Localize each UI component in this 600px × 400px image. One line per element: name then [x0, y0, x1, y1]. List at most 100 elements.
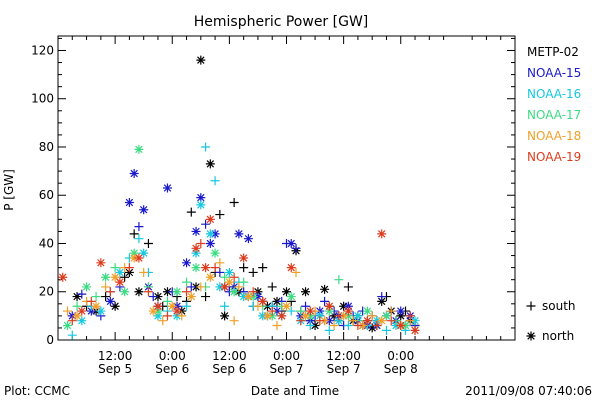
marker-south — [148, 292, 158, 302]
x-tick-date: Sep 7 — [327, 362, 361, 376]
marker-south — [334, 311, 344, 321]
marker-north — [282, 301, 291, 311]
legend-entry: NOAA-16 — [527, 87, 581, 101]
marker-south — [162, 311, 172, 321]
footer-right: 2011/09/08 07:40:06 — [465, 384, 592, 398]
marker-north — [82, 282, 92, 292]
marker-north — [324, 316, 334, 326]
x-tick-date: Sep 6 — [212, 362, 246, 376]
marker-south — [296, 316, 306, 326]
marker-south — [301, 301, 311, 311]
marker-north — [391, 321, 401, 331]
marker-north — [162, 287, 172, 297]
marker-north — [105, 296, 115, 306]
marker-north — [205, 238, 215, 248]
marker-south — [162, 296, 172, 306]
marker-north — [377, 316, 387, 326]
marker-south — [91, 292, 101, 302]
marker-north — [262, 311, 272, 321]
marker-north — [153, 292, 163, 302]
x-tick-time: 0:00 — [387, 349, 414, 363]
marker-south — [158, 316, 168, 326]
x-tick-time: 0:00 — [159, 349, 186, 363]
marker-north — [372, 316, 382, 326]
marker-north — [210, 229, 220, 239]
marker-north — [396, 311, 406, 321]
marker-south — [343, 321, 353, 331]
x-tick-date: Sep 8 — [384, 362, 418, 376]
marker-north — [377, 229, 387, 239]
y-tick-label: 80 — [39, 140, 54, 154]
marker-south — [101, 282, 111, 292]
marker-north — [86, 306, 96, 316]
marker-north — [305, 316, 315, 326]
marker-north — [196, 55, 206, 65]
marker-north — [153, 301, 163, 311]
marker-north — [239, 253, 249, 263]
marker-south — [215, 210, 225, 220]
marker-north — [339, 301, 349, 311]
marker-north — [343, 311, 353, 321]
marker-south — [367, 311, 377, 321]
marker-north — [191, 226, 201, 236]
marker-north — [315, 306, 325, 316]
marker-north — [324, 306, 334, 316]
marker-north — [115, 267, 125, 277]
marker-north — [343, 306, 353, 316]
marker-north — [253, 287, 263, 297]
marker-north — [139, 248, 149, 258]
marker-north — [286, 292, 296, 302]
marker-north — [91, 306, 101, 316]
marker-north — [134, 287, 144, 297]
marker-north — [362, 306, 372, 316]
marker-south — [239, 263, 249, 273]
marker-south — [315, 316, 325, 326]
marker-south — [182, 301, 192, 311]
marker-north — [96, 258, 106, 268]
marker-north — [63, 321, 73, 331]
marker-north — [267, 311, 277, 321]
marker-north — [58, 272, 68, 282]
marker-south — [86, 296, 96, 306]
marker-north — [134, 144, 144, 154]
marker-north — [396, 321, 406, 331]
marker-north — [234, 229, 244, 239]
marker-south — [143, 287, 153, 297]
marker-north — [205, 272, 215, 282]
marker-south — [329, 321, 339, 331]
marker-north — [396, 306, 406, 316]
series-noaa-15 — [67, 169, 420, 331]
marker-north — [301, 287, 311, 297]
marker-north — [162, 183, 172, 193]
legend-entry: NOAA-15 — [527, 66, 581, 80]
marker-south — [239, 277, 249, 287]
marker-north — [229, 282, 239, 292]
marker-south — [267, 282, 277, 292]
marker-south — [348, 316, 358, 326]
marker-south — [215, 258, 225, 268]
marker-south — [272, 321, 282, 331]
chart-title: Hemispheric Power [GW] — [194, 14, 369, 30]
marker-south — [248, 287, 258, 297]
marker-south — [372, 321, 382, 331]
marker-north — [310, 321, 320, 331]
marker-south — [234, 282, 244, 292]
footer-left: Plot: CCMC — [4, 384, 70, 398]
marker-north — [258, 296, 268, 306]
marker-north — [353, 311, 363, 321]
marker-north — [362, 316, 372, 326]
marker-south — [67, 316, 77, 326]
y-tick-label: 40 — [39, 236, 54, 250]
marker-north — [401, 321, 411, 331]
marker-south — [324, 325, 334, 335]
marker-north — [172, 311, 182, 321]
marker-north — [172, 301, 182, 311]
marker-south — [258, 263, 268, 273]
marker-south — [343, 282, 353, 292]
marker-south — [291, 243, 301, 253]
marker-south — [386, 306, 396, 316]
marker-north — [343, 301, 353, 311]
marker-north — [96, 306, 106, 316]
marker-north — [305, 311, 315, 321]
